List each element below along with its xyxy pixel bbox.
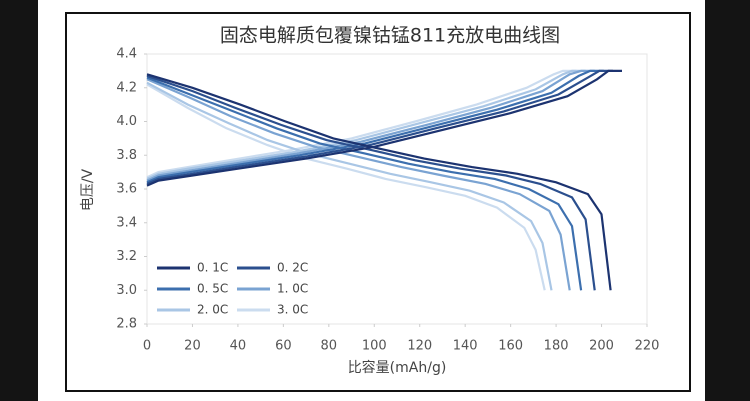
- x-tick-label: 180: [544, 339, 569, 354]
- y-tick-label: 4.4: [116, 47, 137, 62]
- legend-label: 0. 2C: [277, 261, 308, 275]
- y-tick-label: 3.8: [116, 148, 137, 163]
- y-tick-label: 4.2: [116, 80, 137, 95]
- left-bar: [0, 0, 38, 401]
- y-axis-label: 电压/V: [80, 168, 96, 211]
- x-tick-label: 100: [362, 339, 387, 354]
- legend-label: 3. 0C: [277, 303, 308, 317]
- x-tick-label: 220: [635, 339, 660, 354]
- discharge-curve: [146, 74, 596, 291]
- legend-label: 2. 0C: [197, 303, 228, 317]
- discharge-curve: [146, 78, 571, 291]
- charge-curve: [146, 69, 595, 182]
- charge-curve: [146, 69, 613, 185]
- y-tick-label: 3.2: [116, 249, 137, 264]
- discharge-curve: [146, 83, 546, 291]
- x-axis-label: 比容量(mAh/g): [348, 359, 447, 376]
- discharge-curve: [146, 81, 553, 291]
- x-tick-label: 120: [407, 339, 432, 354]
- charge-curve: [146, 69, 586, 180]
- charge-curve: [146, 69, 622, 187]
- y-tick-label: 3.6: [116, 182, 137, 197]
- discharge-curve: [146, 73, 612, 291]
- charge-curve: [146, 69, 604, 184]
- y-tick-label: 4.0: [116, 114, 137, 129]
- x-tick-label: 60: [275, 339, 292, 354]
- y-tick-label: 3.0: [116, 283, 137, 298]
- x-tick-label: 140: [453, 339, 478, 354]
- x-tick-label: 160: [498, 339, 523, 354]
- charge-curve: [146, 69, 577, 179]
- x-tick-label: 20: [184, 339, 201, 354]
- right-bar: [705, 0, 750, 401]
- chart-title: 固态电解质包覆镍钴锰811充放电曲线图: [220, 25, 560, 47]
- x-tick-label: 200: [589, 339, 614, 354]
- legend-label: 0. 5C: [197, 282, 228, 296]
- legend-label: 1. 0C: [277, 282, 308, 296]
- x-tick-label: 80: [321, 339, 338, 354]
- x-tick-label: 0: [143, 339, 151, 354]
- y-tick-label: 2.8: [116, 317, 137, 332]
- discharge-curve: [146, 76, 583, 291]
- chart-frame: [65, 12, 691, 392]
- x-tick-label: 40: [230, 339, 247, 354]
- legend-label: 0. 1C: [197, 261, 228, 275]
- y-tick-label: 3.4: [116, 215, 137, 230]
